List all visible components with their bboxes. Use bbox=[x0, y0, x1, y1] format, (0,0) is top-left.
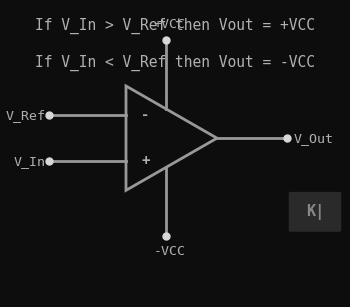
Text: V_Ref: V_Ref bbox=[6, 109, 46, 122]
Text: V_In: V_In bbox=[14, 155, 46, 168]
Text: -VCC: -VCC bbox=[154, 245, 186, 258]
Text: -: - bbox=[141, 108, 149, 122]
Text: V_Out: V_Out bbox=[294, 132, 334, 145]
Text: If V_In < V_Ref then Vout = -VCC: If V_In < V_Ref then Vout = -VCC bbox=[35, 55, 315, 71]
Text: +VCC: +VCC bbox=[154, 18, 186, 31]
Text: If V_In > V_Ref then Vout = +VCC: If V_In > V_Ref then Vout = +VCC bbox=[35, 18, 315, 34]
Text: K|: K| bbox=[306, 204, 324, 220]
Text: +: + bbox=[141, 154, 149, 168]
FancyBboxPatch shape bbox=[289, 192, 341, 232]
